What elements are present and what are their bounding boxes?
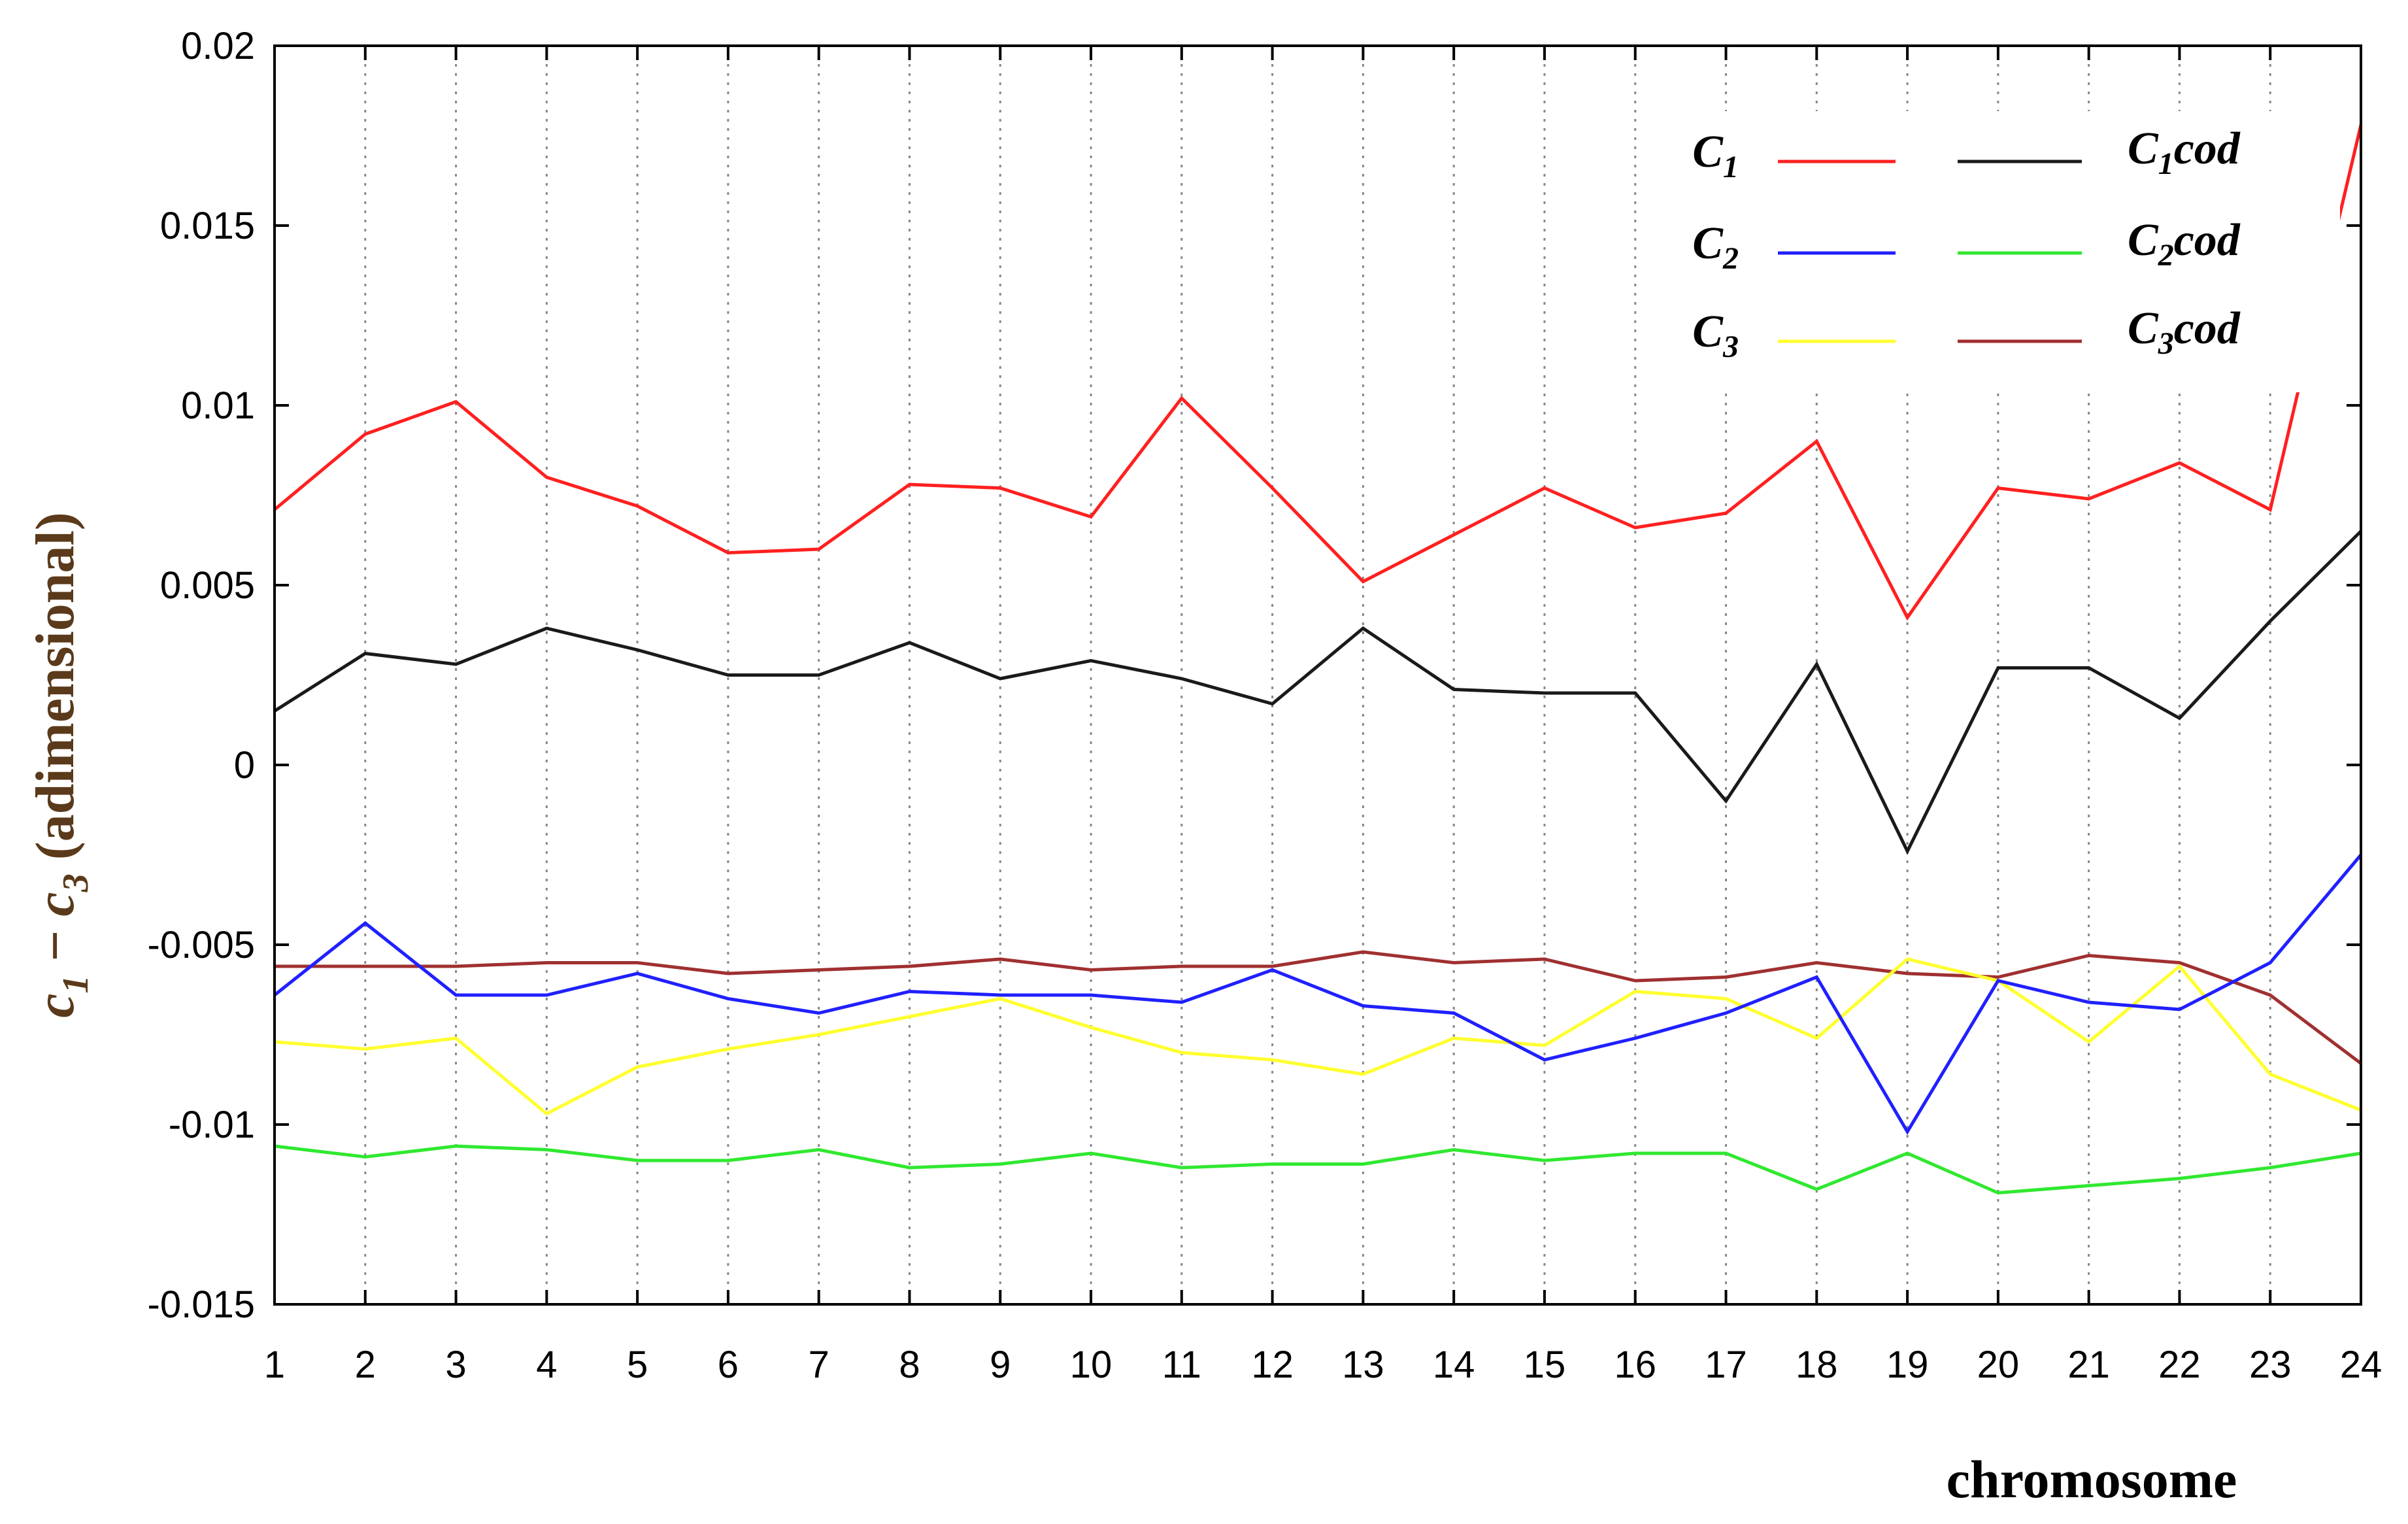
y-tick-label: -0.015: [148, 1283, 255, 1326]
x-tick-label: 16: [1614, 1344, 1656, 1386]
y-tick-label: 0: [234, 744, 255, 787]
x-tick-label: 12: [1251, 1344, 1294, 1386]
x-tick-label: 23: [2249, 1344, 2292, 1386]
y-tick-label: 0.005: [160, 564, 255, 607]
x-tick-label: 20: [1977, 1344, 2020, 1386]
y-axis-title: c1 − c3 (adimensional): [25, 512, 96, 1018]
legend-label-c1-cod: C1cod: [2128, 124, 2241, 181]
x-tick-label: 1: [264, 1344, 285, 1386]
x-tick-label: 11: [1162, 1344, 1201, 1386]
y-tick-label: 0.01: [181, 384, 255, 427]
y-tick-label: 0.02: [181, 25, 255, 67]
series-line-c3: [274, 957, 2362, 1116]
y-axis-title-minus: −: [25, 917, 86, 975]
x-tick-label: 14: [1433, 1344, 1475, 1386]
series-line-c1: [273, 124, 2363, 621]
x-axis-title: chromosome: [1947, 1449, 2237, 1509]
y-axis-title-sub1: 1: [56, 975, 96, 993]
series-line-c3-cod: [275, 950, 2362, 1065]
y-tick-label: 0.015: [160, 205, 255, 247]
series-lines: [273, 124, 2363, 1195]
x-tick-label: 8: [899, 1344, 920, 1386]
series-line-c2-cod: [274, 1144, 2362, 1195]
x-tick-label: 10: [1070, 1344, 1112, 1386]
x-tick-label: 6: [718, 1344, 739, 1386]
x-tick-label: 13: [1342, 1344, 1384, 1386]
y-axis-ticks: 0.02 0.015 0.01 0.005 0 -0.005 -0.01 -0.015: [148, 25, 2361, 1326]
series-line-c1-cod: [273, 530, 2362, 855]
x-axis-ticks: 1 2 3 4 5 6 7 8 9 10 11 12 13 14 15 16 17 18 19 20 21 22 23 24: [264, 46, 2382, 1386]
x-tick-label: 3: [445, 1344, 466, 1386]
legend: C1 C2 C3 C1cod C2cod C3cod: [1647, 111, 2340, 392]
y-axis-title-c3: c: [25, 892, 86, 916]
legend-label-c2-cod: C2cod: [2128, 215, 2241, 273]
x-tick-label: 5: [627, 1344, 648, 1386]
x-tick-label: 15: [1524, 1344, 1566, 1386]
series-line-c2: [273, 853, 2362, 1135]
y-axis-title-sub3: 3: [56, 873, 96, 892]
x-tick-label: 24: [2340, 1344, 2383, 1386]
legend-label-c3-cod: C3cod: [2128, 303, 2241, 361]
legend-label-c3: C3: [1692, 307, 1739, 364]
y-axis-title-unit: (adimensional): [25, 512, 86, 873]
x-tick-label: 2: [355, 1344, 376, 1386]
y-axis-title-c1: c: [25, 993, 86, 1017]
legend-label-c1: C1: [1692, 127, 1739, 184]
plot-frame: [273, 44, 2362, 1306]
x-tick-label: 19: [1886, 1344, 1929, 1386]
y-tick-label: -0.005: [148, 924, 255, 966]
x-tick-label: 7: [809, 1344, 829, 1386]
x-tick-label: 18: [1796, 1344, 1838, 1386]
x-tick-label: 21: [2067, 1344, 2110, 1386]
x-tick-label: 17: [1705, 1344, 1747, 1386]
x-tick-label: 22: [2158, 1344, 2201, 1386]
x-tick-label: 9: [990, 1344, 1011, 1386]
y-tick-label: -0.01: [169, 1104, 255, 1146]
legend-label-c2: C2: [1692, 218, 1739, 276]
x-tick-label: 4: [536, 1344, 557, 1386]
